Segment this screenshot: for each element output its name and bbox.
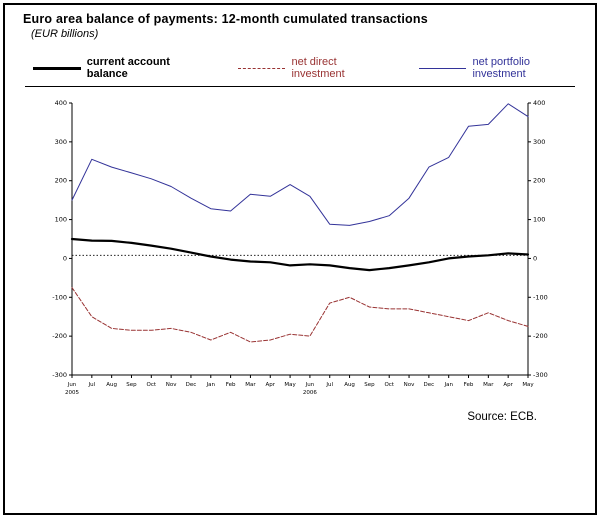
- svg-text:Nov: Nov: [404, 382, 415, 388]
- svg-text:Jun: Jun: [305, 382, 315, 388]
- legend-label: net portfolio investment: [472, 56, 530, 80]
- svg-text:Aug: Aug: [106, 382, 117, 388]
- svg-text:Feb: Feb: [226, 382, 236, 388]
- svg-text:Dec: Dec: [424, 382, 435, 388]
- svg-text:100: 100: [533, 216, 545, 224]
- svg-text:Apr: Apr: [266, 382, 276, 388]
- svg-text:Apr: Apr: [503, 382, 513, 388]
- svg-text:Aug: Aug: [344, 382, 355, 388]
- svg-text:Mar: Mar: [483, 382, 494, 388]
- legend-item-net-direct-investment: net direct investment: [237, 56, 385, 80]
- svg-text:0: 0: [533, 254, 537, 262]
- svg-text:Mar: Mar: [245, 382, 256, 388]
- legend-label: current account balance: [86, 56, 170, 80]
- svg-text:Sep: Sep: [126, 382, 137, 388]
- svg-text:Jul: Jul: [88, 382, 96, 388]
- svg-text:2005: 2005: [65, 390, 79, 396]
- svg-text:400: 400: [55, 99, 67, 107]
- source-note: Source: ECB.: [467, 411, 537, 423]
- svg-text:May: May: [522, 382, 534, 388]
- legend-divider: [25, 86, 575, 87]
- figure-border: Euro area balance of payments: 12-month …: [3, 3, 597, 515]
- svg-text:Nov: Nov: [166, 382, 177, 388]
- chart-title: Euro area balance of payments: 12-month …: [23, 12, 428, 26]
- svg-text:0: 0: [63, 254, 67, 262]
- svg-text:100: 100: [55, 216, 67, 224]
- svg-text:200: 200: [55, 177, 67, 185]
- legend-item-net-portfolio-investment: net portfolio investment: [418, 56, 577, 80]
- chart-area: -300 -300 -200 -200 -100 -100 0 0 100 100 200 200 30…: [23, 93, 577, 405]
- svg-text:Dec: Dec: [186, 382, 197, 388]
- svg-text:-300: -300: [533, 371, 548, 379]
- svg-text:Sep: Sep: [364, 382, 375, 388]
- chart-subtitle: (EUR billions): [31, 28, 99, 40]
- net-portfolio-investment-line-sample: [418, 67, 467, 69]
- svg-text:-100: -100: [533, 293, 548, 301]
- svg-text:Jan: Jan: [443, 382, 453, 388]
- svg-text:Jan: Jan: [206, 382, 216, 388]
- figure-content: Euro area balance of payments: 12-month …: [5, 5, 595, 423]
- line-chart: -300 -300 -200 -200 -100 -100 0 0 100 100 200 200 30…: [52, 99, 548, 396]
- svg-text:2006: 2006: [303, 390, 317, 396]
- svg-text:Jul: Jul: [325, 382, 333, 388]
- svg-text:Oct: Oct: [384, 382, 394, 388]
- svg-text:-100: -100: [52, 293, 67, 301]
- svg-text:Jun: Jun: [67, 382, 77, 388]
- svg-text:-200: -200: [52, 332, 67, 340]
- svg-text:300: 300: [55, 138, 67, 146]
- svg-text:-300: -300: [52, 371, 67, 379]
- legend-item-current-account: current account balance: [33, 56, 204, 80]
- svg-text:300: 300: [533, 138, 545, 146]
- legend-label: net direct investment: [291, 56, 345, 80]
- net-direct-investment-line-sample: [237, 67, 286, 69]
- legend: current account balance net direct inves…: [33, 56, 577, 86]
- svg-text:Feb: Feb: [464, 382, 474, 388]
- svg-text:400: 400: [533, 99, 545, 107]
- svg-text:May: May: [284, 382, 296, 388]
- current-account-line-sample: [33, 66, 81, 70]
- svg-text:200: 200: [533, 177, 545, 185]
- svg-text:-200: -200: [533, 332, 548, 340]
- svg-text:Oct: Oct: [147, 382, 157, 388]
